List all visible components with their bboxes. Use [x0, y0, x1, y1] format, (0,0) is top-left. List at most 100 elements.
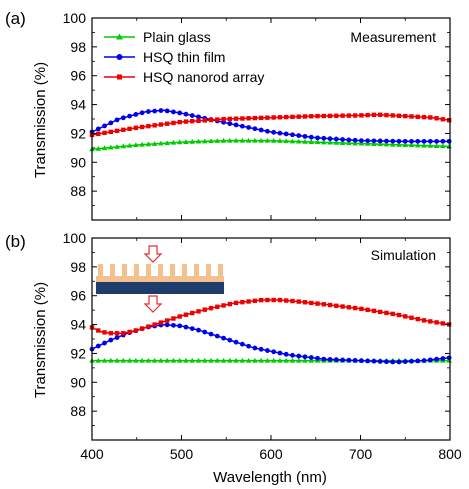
data-point [390, 138, 396, 144]
data-point [164, 318, 170, 323]
data-point [133, 142, 139, 148]
legend-item-hsq-thin-film: HSQ thin film [104, 49, 225, 65]
data-point [434, 320, 439, 325]
y-tick-label: 98 [70, 259, 86, 275]
y-tick-label: 96 [70, 288, 86, 304]
data-point [127, 329, 132, 335]
y-tick-label: 94 [70, 97, 86, 113]
data-point [252, 298, 258, 304]
data-point [220, 357, 227, 363]
legend-label-plain-glass: Plain glass [143, 29, 211, 45]
data-point [365, 138, 371, 144]
data-point [321, 356, 327, 362]
data-point [227, 357, 233, 363]
data-point [164, 121, 170, 126]
data-point [202, 307, 207, 312]
data-point [102, 130, 107, 136]
data-point [183, 312, 189, 317]
data-point [240, 116, 245, 121]
data-point [296, 133, 302, 138]
nanorod [110, 264, 115, 276]
data-point [340, 137, 345, 142]
nanorod [218, 264, 223, 276]
data-point [245, 137, 252, 143]
panel-b-axes: 88 90 92 94 96 98 100 400 500 600 700 800 [63, 230, 462, 462]
data-point [196, 327, 201, 333]
data-point [127, 126, 132, 132]
legend-item-plain-glass: Plain glass [104, 29, 211, 45]
data-point [151, 357, 158, 363]
x-tick-label: 600 [259, 446, 283, 462]
data-point [428, 115, 433, 120]
data-point [190, 118, 195, 124]
legend-marker-circle [116, 54, 123, 60]
data-point [152, 322, 157, 327]
data-point [151, 141, 158, 146]
series-line-plain-glass [91, 139, 451, 151]
data-point [302, 114, 308, 119]
data-point [177, 110, 183, 116]
data-point [252, 115, 258, 121]
data-point [146, 324, 151, 329]
data-point [189, 113, 195, 118]
data-point [352, 305, 358, 311]
data-point [358, 358, 364, 364]
y-tick-label: 100 [63, 10, 87, 26]
data-point [96, 328, 101, 333]
data-point [258, 115, 264, 121]
data-point [364, 140, 371, 146]
data-point [246, 343, 252, 349]
data-point [170, 357, 177, 363]
data-point [196, 309, 201, 314]
data-point [227, 121, 233, 127]
data-point [277, 297, 283, 303]
data-point [346, 140, 352, 146]
data-point [333, 136, 339, 142]
data-point [220, 137, 227, 143]
data-point [189, 138, 196, 144]
data-point [158, 357, 164, 363]
panel-a-title: Measurement [350, 29, 436, 45]
data-point [214, 138, 221, 143]
data-point [208, 117, 214, 123]
data-point [214, 357, 221, 363]
data-point [114, 144, 120, 149]
data-point [214, 333, 220, 339]
data-point [114, 128, 120, 134]
data-point [365, 112, 370, 118]
data-point [101, 145, 108, 151]
data-point [440, 143, 446, 149]
data-point [208, 138, 214, 144]
data-point [277, 115, 283, 120]
data-point [346, 137, 352, 143]
legend-label-hsq-nanorod-array: HSQ nanorod array [143, 69, 264, 85]
data-point [352, 140, 358, 146]
data-point [365, 307, 370, 313]
data-point [295, 357, 302, 363]
data-point [139, 110, 145, 116]
data-point [371, 141, 377, 146]
hsq-layer [96, 276, 224, 282]
legend-label-hsq-thin-film: HSQ thin film [143, 49, 225, 65]
data-point [233, 339, 239, 345]
y-tick-label: 92 [70, 345, 86, 361]
data-point [171, 120, 176, 126]
data-point [383, 141, 390, 147]
panel-b: 88 90 92 94 96 98 100 400 500 600 700 800 (b) Simul… [5, 230, 462, 462]
data-point [434, 356, 439, 362]
data-point [126, 357, 133, 363]
data-point [252, 345, 258, 351]
data-point [390, 311, 395, 317]
data-point [409, 138, 414, 144]
data-point [403, 113, 408, 119]
panel-b-ylabel: Transmission (%) [32, 282, 49, 398]
data-point [215, 117, 220, 122]
data-point [446, 355, 452, 361]
panel-a-axes: 88 90 92 94 96 98 100 [63, 10, 452, 221]
data-point [333, 139, 340, 145]
data-point [271, 115, 276, 120]
data-point [334, 303, 339, 308]
data-point [352, 137, 358, 143]
data-point [227, 337, 233, 343]
data-point [359, 113, 364, 118]
